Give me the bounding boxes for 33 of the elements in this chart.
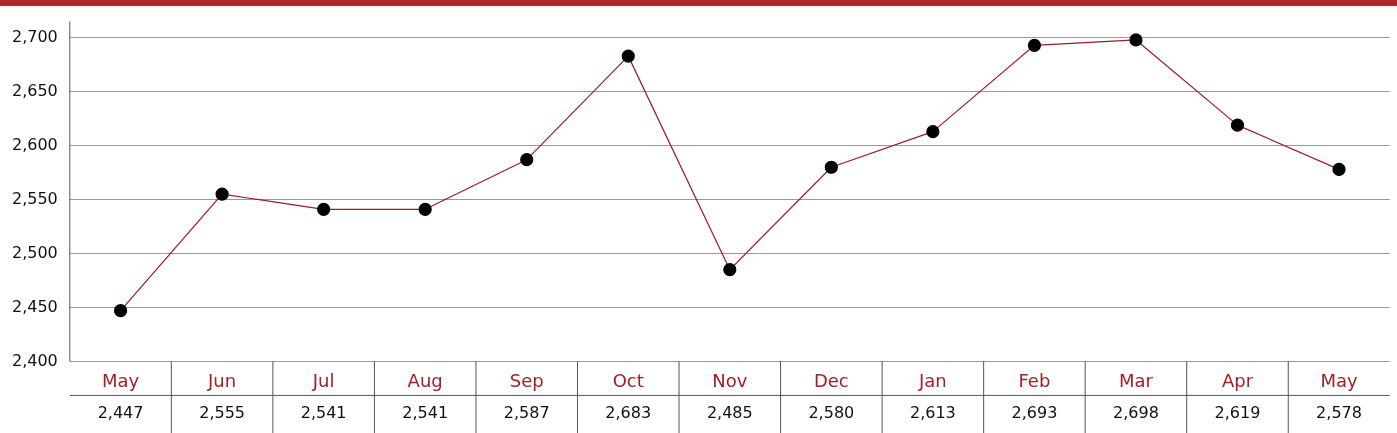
data-label: 2,693 — [1011, 403, 1058, 423]
data-label: 2,485 — [706, 403, 753, 423]
data-label: 2,683 — [605, 403, 652, 423]
data-label: 2,613 — [909, 403, 956, 423]
x-tick-label: Jun — [207, 369, 237, 391]
x-tick-label: Mar — [1118, 369, 1154, 391]
y-tick-label: 2,650 — [11, 80, 58, 100]
x-tick-label: Oct — [612, 369, 644, 391]
data-label: 2,587 — [503, 403, 550, 423]
x-tick-label: May — [1320, 369, 1358, 391]
x-tick-label: Nov — [712, 369, 748, 391]
data-label: 2,541 — [300, 403, 347, 423]
x-tick-label: May — [101, 369, 140, 391]
data-label: 2,447 — [97, 403, 144, 423]
data-label: 2,578 — [1316, 403, 1362, 423]
x-tick-label: Dec — [813, 369, 849, 391]
data-label: 2,541 — [402, 403, 449, 423]
data-label: 2,698 — [1113, 403, 1159, 423]
data-label: 2,580 — [808, 403, 855, 423]
y-tick-label: 2,450 — [11, 296, 58, 316]
data-label: 2,555 — [199, 403, 246, 423]
x-tick-label: Aug — [407, 369, 443, 391]
data-label: 2,619 — [1214, 403, 1261, 423]
x-tick-label: Apr — [1221, 369, 1254, 391]
y-tick-label: 2,550 — [11, 188, 58, 208]
y-tick-label: 2,600 — [11, 134, 58, 154]
x-tick-label: Jul — [311, 369, 335, 391]
y-tick-label: 2,700 — [11, 26, 58, 46]
x-tick-label: Sep — [509, 369, 544, 391]
y-tick-label: 2,400 — [11, 350, 58, 370]
x-tick-label: Feb — [1018, 369, 1051, 391]
x-tick-label: Jan — [918, 369, 947, 391]
y-tick-label: 2,500 — [11, 242, 58, 262]
